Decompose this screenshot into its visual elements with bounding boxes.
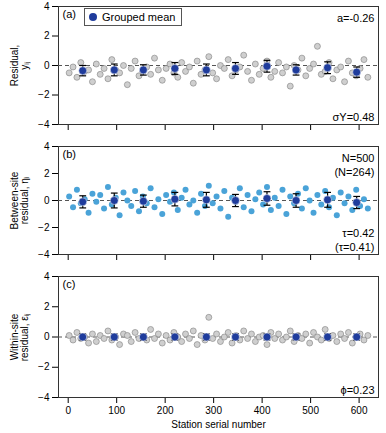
svg-text:σY=0.48: σY=0.48 (333, 111, 375, 123)
svg-text:−2: −2 (38, 222, 50, 233)
svg-text:Within-siteresidual, εᵢⱼ: Within-siteresidual, εᵢⱼ (9, 313, 31, 362)
svg-text:2: 2 (44, 30, 50, 41)
svg-text:−4: −4 (38, 392, 50, 403)
svg-text:N=500(N=264): N=500(N=264) (334, 152, 374, 178)
svg-text:Between-siteresidual, ηᵢ: Between-siteresidual, ηᵢ (9, 171, 30, 229)
svg-text:0: 0 (65, 405, 71, 416)
svg-text:0: 0 (44, 195, 50, 206)
svg-text:ϕ=0.23: ϕ=0.23 (341, 384, 375, 396)
svg-text:400: 400 (254, 405, 271, 416)
svg-text:(b): (b) (63, 148, 76, 160)
svg-text:300: 300 (205, 405, 222, 416)
html-text:Grouped mean: Grouped mean (102, 11, 176, 23)
svg-text:(a): (a) (63, 8, 76, 20)
svg-text:2: 2 (44, 301, 50, 312)
svg-text:100: 100 (108, 405, 125, 416)
svg-text:600: 600 (351, 405, 368, 416)
svg-text:τ=0.42(τ=0.41): τ=0.42(τ=0.41) (335, 227, 375, 253)
svg-text:Residual,yᵢⱼ: Residual,yᵢⱼ (9, 45, 31, 87)
svg-text:−4: −4 (38, 249, 50, 260)
svg-text:500: 500 (302, 405, 319, 416)
svg-text:−4: −4 (38, 119, 50, 130)
svg-text:(c): (c) (63, 278, 76, 290)
svg-text:2: 2 (44, 168, 50, 179)
svg-text:0: 0 (44, 331, 50, 342)
svg-text:a=-0.26: a=-0.26 (337, 12, 375, 24)
svg-text:Station serial number: Station serial number (171, 419, 266, 430)
svg-text:200: 200 (157, 405, 174, 416)
svg-text:4: 4 (44, 1, 50, 12)
svg-text:4: 4 (44, 271, 50, 282)
svg-text:0: 0 (44, 60, 50, 71)
svg-text:−2: −2 (38, 361, 50, 372)
svg-text:4: 4 (44, 141, 50, 152)
svg-text:−2: −2 (38, 89, 50, 100)
